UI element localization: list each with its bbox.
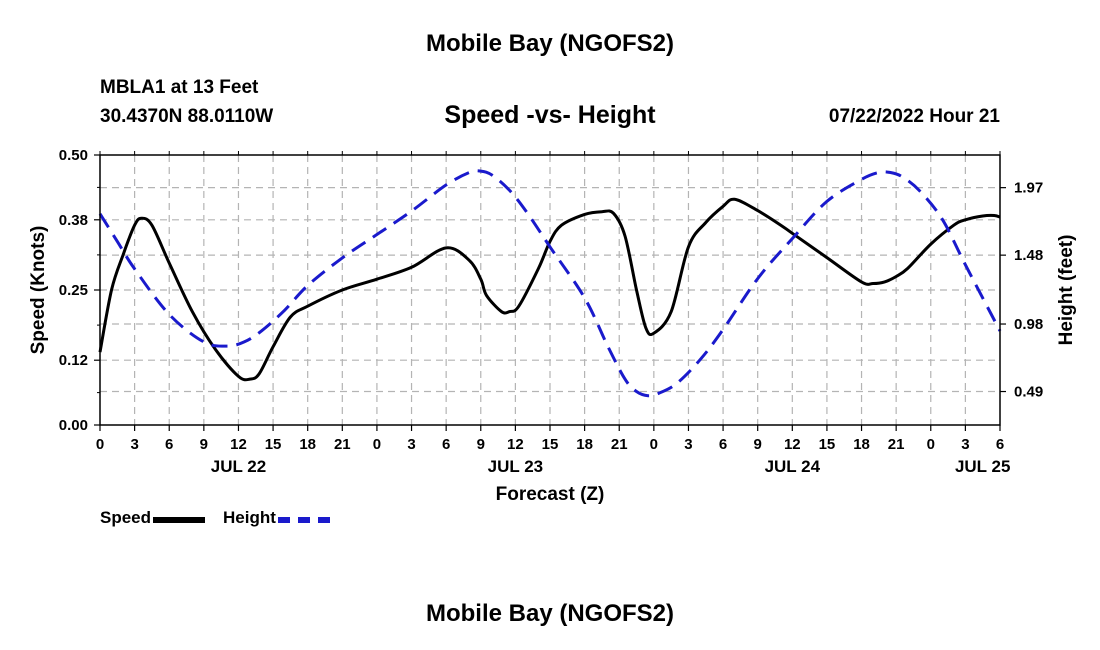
x-tick-label: 3 <box>961 436 969 453</box>
legend-swatch-height <box>277 517 330 523</box>
x-date-label: JUL 23 <box>488 457 543 476</box>
x-tick-label: 6 <box>719 436 727 453</box>
x-date-label: JUL 24 <box>765 457 821 476</box>
y-right-tick-label: 0.98 <box>1014 316 1043 333</box>
y-left-tick-label: 0.50 <box>59 147 88 164</box>
x-tick-label: 6 <box>442 436 450 453</box>
x-tick-label: 9 <box>200 436 208 453</box>
x-tick-label: 0 <box>373 436 381 453</box>
y-axis-right-label: Height (feet) <box>1056 235 1077 346</box>
legend: Speed Height <box>100 508 348 528</box>
legend-label-speed: Speed <box>100 508 152 527</box>
y-right-tick-label: 0.49 <box>1014 384 1043 401</box>
station-coordinates: 30.4370N 88.0110W <box>100 106 274 127</box>
x-tick-label: 3 <box>130 436 138 453</box>
x-date-label: JUL 22 <box>211 457 266 476</box>
legend-label-height: Height <box>223 508 276 527</box>
series-line-height <box>98 169 1002 398</box>
x-tick-label: 21 <box>611 436 628 453</box>
legend-swatch-speed <box>153 517 206 523</box>
x-tick-label: 0 <box>650 436 658 453</box>
x-tick-label: 15 <box>265 436 282 453</box>
x-tick-label: 21 <box>888 436 905 453</box>
y-axis-left-label: Speed (Knots) <box>28 226 49 355</box>
station-label: MBLA1 at 13 Feet <box>100 77 259 98</box>
axis-ticks: 0 3 6 9 12 15 18 21 0 3 6 9 12 15 18 21 0 3 6 9 12 15 18 21 0 3 6 J… <box>59 147 1043 476</box>
x-tick-label: 15 <box>819 436 836 453</box>
plot-title: Speed -vs- Height <box>444 101 656 129</box>
x-tick-label: 6 <box>996 436 1004 453</box>
x-tick-label: 12 <box>784 436 801 453</box>
legend-item-height: Height <box>223 508 330 528</box>
x-tick-label: 12 <box>507 436 524 453</box>
x-tick-label: 9 <box>477 436 485 453</box>
x-tick-label: 0 <box>927 436 935 453</box>
footer-title: Mobile Bay (NGOFS2) <box>425 600 675 627</box>
y-left-tick-label: 0.00 <box>59 417 88 434</box>
x-tick-label: 0 <box>96 436 104 453</box>
y-right-tick-label: 1.48 <box>1014 247 1043 264</box>
x-tick-label: 15 <box>542 436 559 453</box>
y-right-tick-label: 1.97 <box>1014 180 1043 197</box>
y-left-tick-label: 0.25 <box>59 282 88 299</box>
x-tick-label: 18 <box>576 436 593 453</box>
x-tick-label: 18 <box>853 436 870 453</box>
legend-item-speed: Speed <box>100 508 206 528</box>
forecast-timestamp: 07/22/2022 Hour 21 <box>828 106 1000 127</box>
series-lines <box>98 169 1002 398</box>
x-date-label: JUL 25 <box>955 457 1010 476</box>
x-axis-label: Forecast (Z) <box>496 484 605 505</box>
y-left-tick-label: 0.12 <box>59 352 88 369</box>
y-left-tick-label: 0.38 <box>59 212 88 229</box>
x-tick-label: 12 <box>230 436 247 453</box>
x-tick-label: 3 <box>407 436 415 453</box>
x-tick-label: 6 <box>165 436 173 453</box>
x-tick-label: 3 <box>684 436 692 453</box>
series-line-speed <box>98 197 1001 382</box>
x-tick-label: 21 <box>334 436 351 453</box>
x-tick-label: 9 <box>754 436 762 453</box>
page-title: Mobile Bay (NGOFS2) <box>425 30 675 57</box>
grid-lines <box>100 155 1000 425</box>
x-tick-label: 18 <box>299 436 316 453</box>
